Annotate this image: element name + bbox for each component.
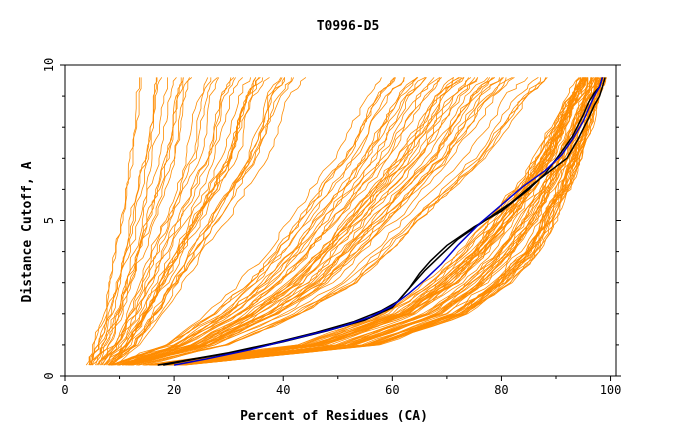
- background-model-curve: [100, 77, 235, 366]
- background-model-curve: [109, 77, 270, 366]
- background-model-curve: [91, 77, 182, 366]
- background-model-curve: [167, 77, 595, 366]
- y-tick-label: 5: [42, 217, 56, 224]
- background-model-curve: [111, 77, 286, 366]
- background-model-curve: [108, 77, 257, 366]
- background-model-curve: [100, 77, 209, 366]
- background-model-curve: [171, 77, 599, 366]
- background-model-curve: [106, 77, 260, 366]
- background-model-curve: [110, 77, 405, 366]
- background-model-curve: [89, 77, 140, 366]
- background-model-curve: [156, 77, 588, 366]
- background-model-curve: [154, 77, 586, 366]
- background-model-curve: [108, 77, 292, 366]
- background-model-curve: [107, 77, 261, 366]
- background-model-curve: [111, 77, 294, 366]
- chart-title: T0996-D5: [317, 19, 380, 34]
- background-model-curve: [132, 77, 493, 366]
- background-model-curve: [154, 77, 583, 366]
- background-model-curve: [131, 77, 503, 366]
- background-model-curve: [103, 77, 251, 366]
- background-model-curve: [117, 77, 442, 366]
- background-model-curve: [90, 77, 163, 366]
- highlight-model-curve: [173, 77, 604, 366]
- background-model-curve: [110, 77, 382, 366]
- background-model-curve: [108, 77, 285, 366]
- background-model-curve: [111, 77, 395, 366]
- background-model-curve: [114, 77, 426, 366]
- background-model-curve: [89, 77, 142, 366]
- x-tick-label: 80: [494, 383, 508, 397]
- background-model-curve: [150, 77, 585, 366]
- background-model-curve: [116, 77, 427, 366]
- background-model-curve: [138, 77, 539, 366]
- background-model-curve: [138, 77, 548, 366]
- background-model-curve: [144, 77, 580, 366]
- background-model-curve: [98, 77, 220, 366]
- highlight-model-curves: [157, 77, 606, 366]
- background-model-curve: [101, 77, 236, 366]
- background-model-curve: [118, 77, 435, 366]
- y-tick-label: 0: [42, 372, 56, 379]
- background-model-curve: [114, 77, 307, 366]
- background-model-curve: [152, 77, 587, 366]
- background-model-curve: [112, 77, 405, 366]
- y-axis-ticks: 0 5 10: [42, 58, 621, 380]
- x-axis-ticks: 0 20 40 60 80 100: [61, 376, 621, 397]
- background-model-curve: [125, 77, 460, 366]
- background-model-curve: [169, 77, 597, 366]
- background-model-curve: [121, 77, 465, 366]
- background-model-curve: [126, 77, 472, 366]
- background-model-curve: [96, 77, 184, 366]
- background-model-curve: [132, 77, 513, 366]
- background-model-curve: [108, 77, 283, 366]
- x-tick-label: 0: [61, 383, 68, 397]
- background-model-curve: [104, 77, 243, 366]
- background-model-curve: [88, 77, 168, 366]
- background-model-curve: [125, 77, 476, 366]
- background-model-curve: [182, 77, 608, 366]
- x-axis-label: Percent of Residues (CA): [240, 409, 428, 424]
- background-model-curve: [107, 77, 260, 366]
- background-model-curves: [85, 77, 608, 366]
- background-model-curve: [95, 77, 193, 366]
- x-tick-label: 20: [167, 383, 181, 397]
- background-model-curve: [137, 77, 529, 366]
- background-model-curve: [118, 77, 419, 366]
- background-model-curve: [161, 77, 593, 366]
- x-tick-label: 40: [276, 383, 290, 397]
- background-model-curve: [158, 77, 588, 366]
- background-model-curve: [91, 77, 190, 366]
- background-model-curve: [91, 77, 158, 366]
- x-tick-label: 60: [385, 383, 399, 397]
- background-model-curve: [98, 77, 218, 366]
- background-model-curve: [179, 77, 604, 366]
- background-model-curve: [110, 77, 396, 366]
- background-model-curve: [123, 77, 455, 366]
- background-model-curve: [109, 77, 282, 366]
- background-model-curve: [118, 77, 441, 366]
- background-model-curve: [118, 77, 440, 366]
- background-model-curve: [131, 77, 515, 366]
- background-model-curve: [156, 77, 586, 366]
- background-model-curve: [90, 77, 177, 366]
- x-tick-label: 100: [600, 383, 622, 397]
- background-model-curve: [131, 77, 496, 366]
- y-axis-label: Distance Cutoff, A: [20, 161, 35, 302]
- background-model-curve: [128, 77, 478, 366]
- background-model-curve: [130, 77, 495, 366]
- background-model-curve: [122, 77, 461, 366]
- background-model-curve: [144, 77, 581, 366]
- y-tick-label: 10: [42, 58, 56, 72]
